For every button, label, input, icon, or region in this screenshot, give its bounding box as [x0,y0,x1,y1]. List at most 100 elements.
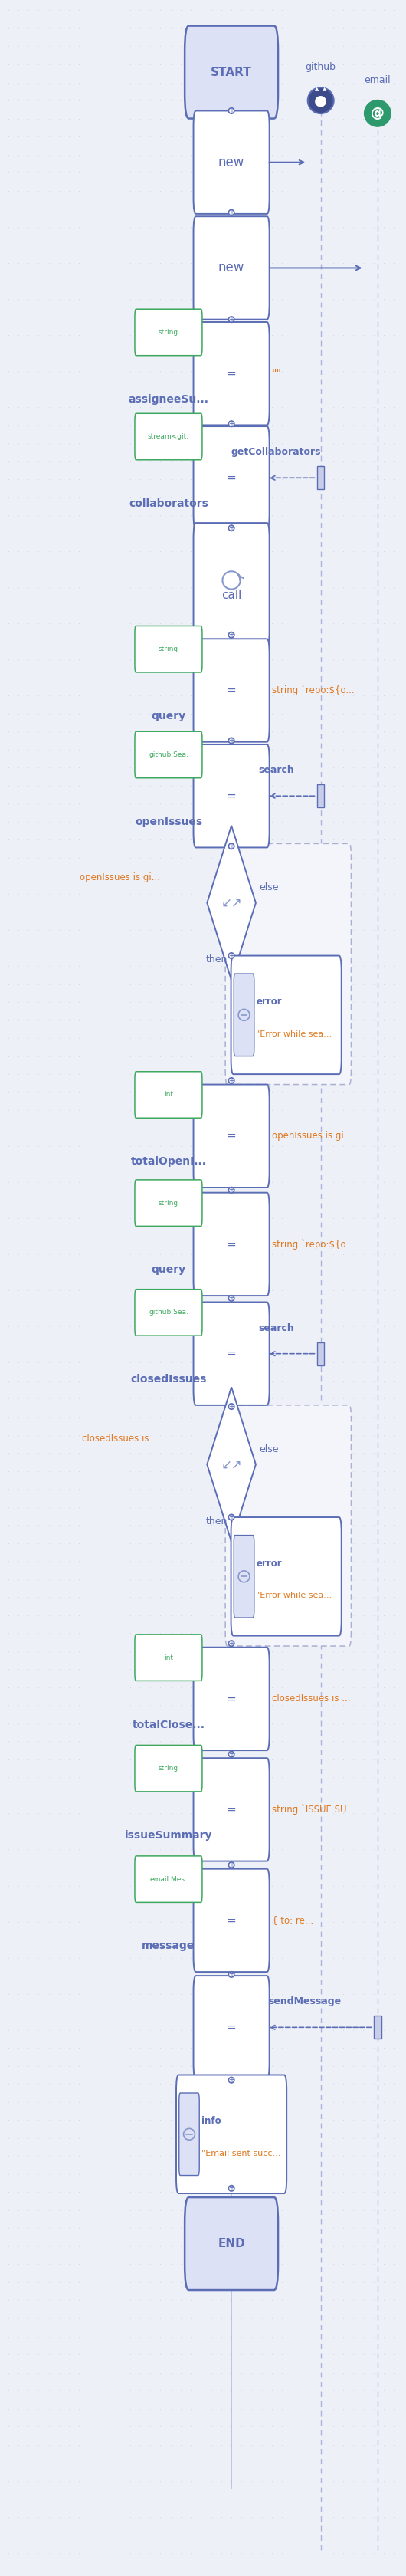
Text: query: query [151,1265,186,1275]
Text: +: + [228,209,235,216]
Text: github: github [305,62,336,72]
Ellipse shape [229,526,234,531]
Ellipse shape [229,209,234,216]
Text: email: email [364,75,391,85]
FancyBboxPatch shape [135,309,202,355]
Ellipse shape [229,737,234,744]
Text: email:Mes.: email:Mes. [150,1875,187,1883]
Text: +: + [228,1077,235,1084]
Text: stream<git.: stream<git. [148,433,189,440]
Ellipse shape [229,1862,234,1868]
Ellipse shape [308,88,334,113]
Text: =: = [227,1239,236,1249]
Text: totalOpenI...: totalOpenI... [131,1157,206,1167]
FancyBboxPatch shape [185,26,278,118]
FancyBboxPatch shape [234,1535,254,1618]
FancyBboxPatch shape [193,639,270,742]
FancyBboxPatch shape [193,744,270,848]
Text: @: @ [371,106,384,121]
Text: END: END [218,2239,245,2249]
FancyBboxPatch shape [193,1870,270,1973]
FancyBboxPatch shape [234,974,254,1056]
Text: error: error [256,1558,282,1569]
FancyBboxPatch shape [193,523,270,647]
FancyBboxPatch shape [179,2092,199,2174]
Ellipse shape [229,1752,234,1757]
Ellipse shape [229,1188,234,1193]
Text: issueSummary: issueSummary [125,1829,212,1842]
Text: +: + [228,1296,235,1301]
Text: +: + [228,526,235,531]
Text: openIssues is gi...: openIssues is gi... [80,873,160,881]
FancyBboxPatch shape [225,845,351,1084]
Text: +: + [228,1188,235,1193]
Text: +: + [228,842,235,850]
Ellipse shape [229,317,234,322]
Text: =: = [227,2022,236,2032]
FancyBboxPatch shape [231,956,341,1074]
Text: call: call [221,590,242,600]
Text: closedIssues is ...: closedIssues is ... [82,1435,160,1443]
Text: =: = [227,1692,236,1705]
Text: string `ISSUE SU...: string `ISSUE SU... [272,1803,355,1816]
FancyBboxPatch shape [176,2076,287,2192]
Ellipse shape [229,420,234,428]
Text: ↙↗: ↙↗ [221,1458,242,1471]
Text: string: string [158,1200,179,1206]
Text: closedIssues: closedIssues [130,1373,207,1386]
FancyBboxPatch shape [193,428,270,531]
Ellipse shape [229,1515,234,1520]
Text: assigneeSu...: assigneeSu... [128,394,209,404]
FancyBboxPatch shape [374,2014,381,2040]
FancyBboxPatch shape [317,1342,324,1365]
Text: =: = [227,1914,236,1927]
FancyBboxPatch shape [193,1649,270,1752]
Text: =: = [227,1803,236,1816]
Text: +: + [228,737,235,744]
Text: int: int [164,1092,173,1097]
FancyBboxPatch shape [193,1303,270,1406]
Text: int: int [164,1654,173,1662]
Polygon shape [207,824,256,981]
FancyBboxPatch shape [193,216,270,319]
Text: else: else [259,1445,279,1453]
Text: string: string [158,647,179,652]
Text: openIssues: openIssues [135,817,202,827]
Ellipse shape [229,953,234,958]
Text: new: new [218,260,244,276]
Text: =: = [227,1131,236,1141]
Text: error: error [256,997,282,1007]
Text: "": "" [272,368,282,379]
Text: string: string [158,330,179,335]
Text: closedIssues is ...: closedIssues is ... [272,1695,350,1703]
FancyBboxPatch shape [185,2197,278,2290]
Text: search: search [258,1324,294,1334]
FancyBboxPatch shape [135,1072,202,1118]
Text: { to: re...: { to: re... [272,1917,313,1924]
Text: github:Sea.: github:Sea. [149,752,188,757]
FancyBboxPatch shape [193,1976,270,2079]
Text: ↙↗: ↙↗ [221,896,242,909]
Text: ▲: ▲ [315,88,319,90]
Text: "Error while sea...: "Error while sea... [256,1030,332,1038]
Text: sendMessage: sendMessage [268,1996,341,2007]
Ellipse shape [229,2184,234,2192]
Text: +: + [228,2184,235,2192]
FancyBboxPatch shape [135,412,202,459]
Text: =: = [227,685,236,696]
FancyBboxPatch shape [135,1855,202,1901]
FancyBboxPatch shape [193,111,270,214]
FancyBboxPatch shape [135,1180,202,1226]
Text: +: + [228,108,235,113]
FancyBboxPatch shape [135,1747,202,1793]
Text: getCollaborators: getCollaborators [231,448,321,459]
Text: START: START [211,67,252,77]
Text: then: then [205,1517,227,1525]
FancyBboxPatch shape [231,1517,341,1636]
Text: +: + [228,317,235,322]
Text: =: = [227,1347,236,1360]
Ellipse shape [229,1077,234,1084]
Text: openIssues is gi...: openIssues is gi... [272,1131,352,1141]
Ellipse shape [229,631,234,639]
FancyBboxPatch shape [225,1406,351,1646]
